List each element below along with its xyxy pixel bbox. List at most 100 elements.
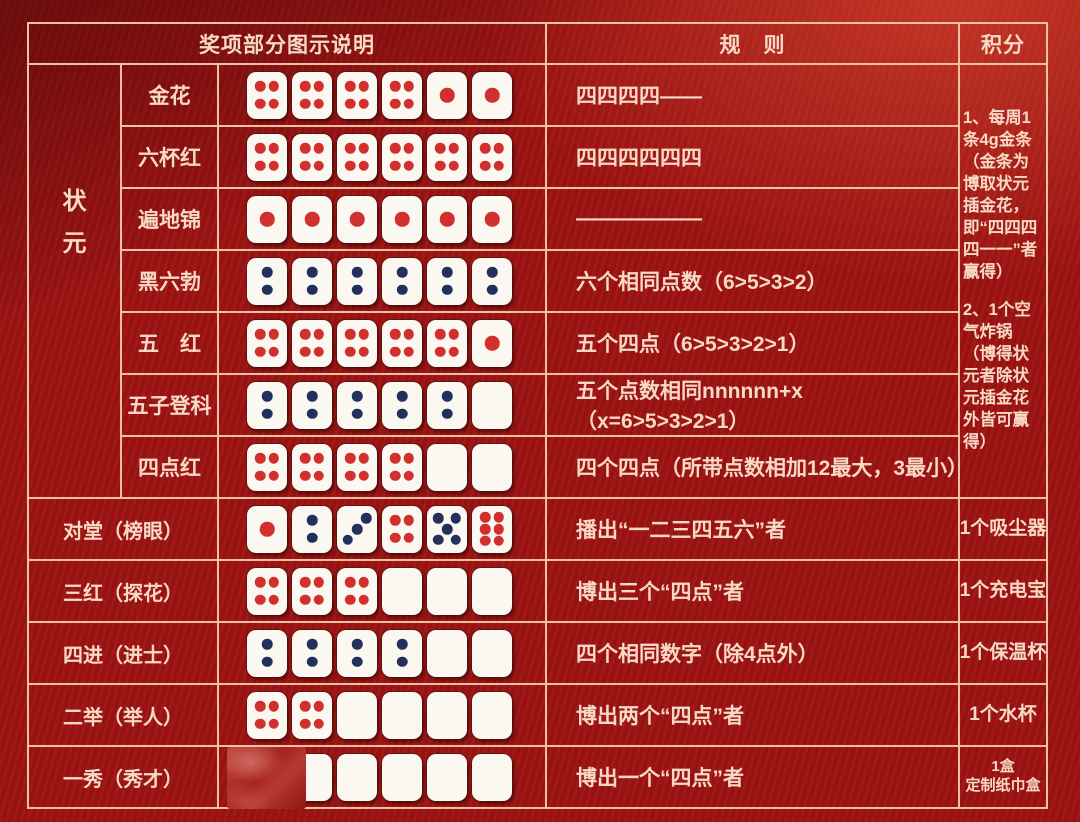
pip [268, 470, 280, 482]
rule-cell: 博出三个“四点”者 [546, 560, 959, 622]
pip [313, 142, 325, 154]
pip [358, 142, 370, 154]
pip [268, 160, 280, 172]
pip [268, 328, 280, 340]
pip [313, 328, 325, 340]
pip [299, 346, 311, 358]
pip [484, 87, 500, 103]
die-blank [472, 691, 512, 739]
pip [351, 266, 363, 278]
pip [344, 452, 356, 464]
pip [306, 390, 318, 402]
pip [403, 80, 415, 92]
pip [493, 160, 505, 172]
die-4-red [247, 71, 287, 119]
points-line: 1个吸尘器 [959, 518, 1047, 540]
die-2-blue [292, 629, 332, 677]
die-4-red [292, 691, 332, 739]
pip [389, 328, 401, 340]
pip [268, 576, 280, 588]
zhuangyuan-group-label-text: 状元 [62, 188, 87, 257]
pip [486, 266, 498, 278]
points-cell: 1个保温杯 [959, 622, 1047, 684]
pip [403, 470, 415, 482]
pip [389, 514, 401, 526]
pip [299, 700, 311, 712]
pip [306, 284, 318, 296]
pip [313, 576, 325, 588]
pip [261, 638, 273, 650]
dice-cell [218, 374, 546, 436]
pip [389, 160, 401, 172]
die-2-blue [337, 381, 377, 429]
pip [432, 534, 444, 546]
pip [254, 142, 266, 154]
pip [358, 346, 370, 358]
pip [259, 211, 275, 227]
pip [313, 346, 325, 358]
die-4-red [382, 71, 422, 119]
points-line: 1个保温杯 [959, 642, 1047, 664]
pip [261, 284, 273, 296]
points-cell: 1盒 定制纸巾盒 [959, 746, 1047, 808]
pip [344, 142, 356, 154]
pip [313, 160, 325, 172]
die-2-blue [292, 257, 332, 305]
dice-cell [218, 622, 546, 684]
pip [299, 160, 311, 172]
pip [493, 535, 505, 546]
header-rules: 规 则 [546, 23, 959, 64]
pip [479, 160, 491, 172]
points-line: 1盒 [991, 758, 1015, 776]
die-4-red [337, 567, 377, 615]
die-blank [337, 753, 377, 801]
pip [403, 514, 415, 526]
pip [434, 328, 446, 340]
die-blank [382, 567, 422, 615]
die-2-blue [247, 629, 287, 677]
die-blank [427, 691, 467, 739]
pip [254, 576, 266, 588]
pip [313, 718, 325, 730]
pip [268, 594, 280, 606]
pip [254, 594, 266, 606]
die-blank [472, 629, 512, 677]
die-2-blue [382, 257, 422, 305]
pip [344, 98, 356, 110]
pip [254, 700, 266, 712]
pip [254, 718, 266, 730]
pip [344, 328, 356, 340]
die-4-red [337, 133, 377, 181]
die-blank [472, 381, 512, 429]
die-4-red [247, 567, 287, 615]
dice-cell [218, 436, 546, 498]
pip [261, 656, 273, 668]
pip [450, 512, 462, 524]
die-2-blue [247, 381, 287, 429]
pip [268, 98, 280, 110]
die-4-red [382, 443, 422, 491]
die-4-red [292, 319, 332, 367]
pip [441, 408, 453, 420]
die-2-blue [382, 381, 422, 429]
die-4-red [292, 443, 332, 491]
pip [351, 284, 363, 296]
pip [268, 142, 280, 154]
die-5-blue [427, 505, 467, 553]
die-1-red [247, 505, 287, 553]
die-1-red [382, 195, 422, 243]
pip [358, 98, 370, 110]
pip [389, 452, 401, 464]
pip [254, 160, 266, 172]
pip [254, 452, 266, 464]
pip [342, 534, 354, 546]
points-cell: 1个吸尘器 [959, 498, 1047, 560]
pip [261, 408, 273, 420]
pip [299, 452, 311, 464]
die-2-blue [247, 257, 287, 305]
pip [389, 346, 401, 358]
pip [448, 346, 460, 358]
die-blank [472, 567, 512, 615]
dice-cell [218, 64, 546, 126]
